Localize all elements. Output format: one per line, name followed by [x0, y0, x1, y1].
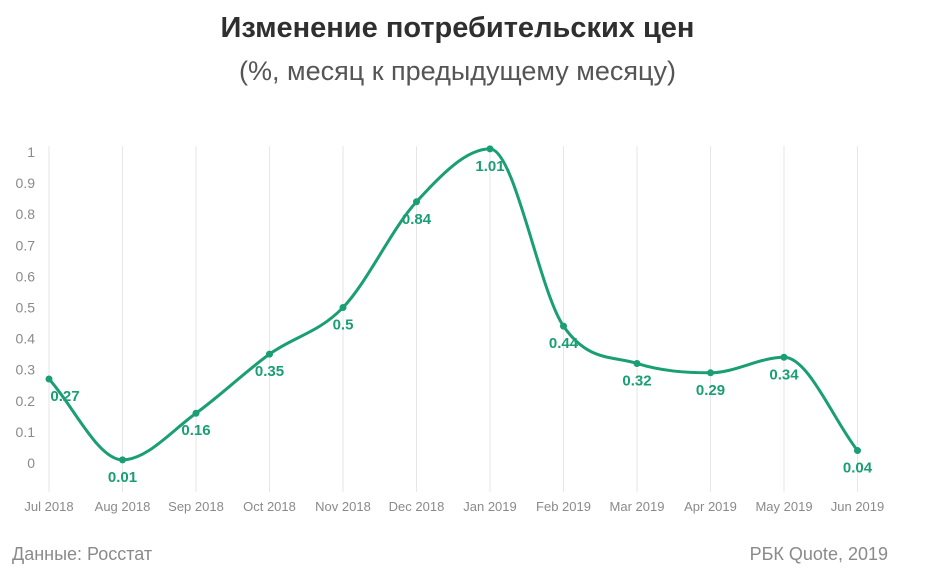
data-label: 1.01: [475, 158, 504, 175]
y-tick-label: 0.8: [16, 206, 36, 222]
x-axis: Jul 2018 Aug 2018 Sep 2018 Oct 2018 Nov 2018…: [24, 499, 884, 514]
x-tick-label: May 2019: [755, 499, 812, 514]
x-tick-label: Dec 2018: [389, 499, 445, 514]
data-point: [45, 375, 53, 383]
x-tick-label: Aug 2018: [95, 499, 151, 514]
data-point: [707, 369, 714, 377]
series-path: [47, 147, 859, 462]
x-tick-label: Jun 2019: [831, 499, 885, 514]
x-tick-label: Jan 2019: [463, 499, 517, 514]
data-point: [119, 456, 126, 464]
data-label: 0.32: [622, 372, 651, 389]
x-tick-label: Nov 2018: [315, 499, 371, 514]
chart-subtitle: (%, месяц к предыдущему месяцу): [239, 56, 676, 86]
data-point: [560, 322, 567, 330]
data-point: [192, 409, 200, 417]
data-label: 0.84: [402, 211, 432, 228]
data-point: [413, 198, 420, 206]
data-label: 0.16: [181, 422, 210, 439]
x-tick-label: Oct 2018: [243, 499, 296, 514]
data-label: 0.44: [549, 335, 579, 352]
x-tick-label: Apr 2019: [684, 499, 737, 514]
y-tick-label: 0.2: [16, 393, 36, 409]
grid-lines: [48, 146, 858, 492]
data-points: [45, 145, 861, 464]
series-line: [47, 147, 859, 462]
data-label: 0.27: [50, 388, 79, 405]
x-tick-label: Sep 2018: [168, 499, 224, 514]
y-tick-label: 0.4: [16, 331, 36, 347]
y-tick-label: 0.5: [16, 300, 36, 316]
y-tick-label: 0: [27, 455, 35, 471]
y-tick-label: 0.9: [16, 175, 36, 191]
data-label: 0.5: [333, 317, 354, 334]
y-axis: 0 0.1 0.2 0.3 0.4 0.5 0.6 0.7 0.8 0.9 1: [16, 144, 36, 471]
data-point: [854, 447, 861, 455]
data-point: [339, 304, 347, 311]
brand-note: РБК Quote, 2019: [749, 544, 888, 564]
y-tick-label: 0.1: [16, 424, 36, 440]
data-point: [780, 353, 788, 361]
data-label: 0.34: [769, 366, 799, 383]
y-tick-label: 1: [27, 144, 35, 160]
data-point: [486, 145, 494, 153]
x-tick-label: Mar 2019: [610, 499, 665, 514]
x-tick-label: Jul 2018: [24, 499, 73, 514]
y-tick-label: 0.3: [16, 362, 36, 378]
data-label: 0.29: [696, 382, 725, 399]
data-label: 0.35: [255, 363, 284, 380]
source-note: Данные: Росстат: [12, 544, 153, 564]
y-tick-label: 0.7: [16, 237, 36, 253]
chart-title: Изменение потребительских цен: [220, 12, 695, 44]
data-point: [266, 350, 273, 358]
data-point: [633, 359, 641, 367]
x-tick-label: Feb 2019: [536, 499, 591, 514]
y-tick-label: 0.6: [16, 268, 36, 284]
data-label: 0.04: [843, 460, 873, 477]
data-labels: 0.27 0.01 0.16 0.35 0.5 0.84 1.01 0.44 0.32 0.29 0…: [50, 158, 872, 486]
data-label: 0.01: [108, 469, 137, 486]
